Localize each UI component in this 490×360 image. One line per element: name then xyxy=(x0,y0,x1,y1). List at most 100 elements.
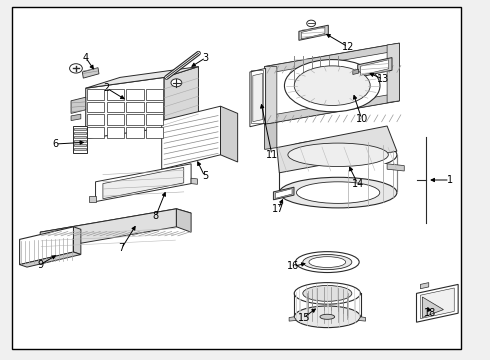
Text: 7: 7 xyxy=(119,243,124,253)
Polygon shape xyxy=(96,164,191,202)
Bar xyxy=(126,89,144,100)
Text: 17: 17 xyxy=(272,204,285,214)
Bar xyxy=(146,102,163,112)
Polygon shape xyxy=(299,25,328,40)
Ellipse shape xyxy=(295,252,359,273)
Text: 6: 6 xyxy=(52,139,58,149)
Ellipse shape xyxy=(294,306,361,328)
Ellipse shape xyxy=(320,314,335,319)
Polygon shape xyxy=(277,126,397,173)
Ellipse shape xyxy=(296,182,380,203)
Text: 4: 4 xyxy=(83,53,89,63)
Text: 3: 3 xyxy=(203,53,209,63)
Polygon shape xyxy=(20,227,74,265)
Bar xyxy=(73,126,87,153)
Bar xyxy=(87,114,104,125)
Circle shape xyxy=(171,79,182,87)
Polygon shape xyxy=(265,122,277,149)
Polygon shape xyxy=(220,106,238,162)
Polygon shape xyxy=(191,178,197,184)
Polygon shape xyxy=(176,209,191,232)
Polygon shape xyxy=(265,43,399,74)
Ellipse shape xyxy=(279,177,397,208)
Text: 13: 13 xyxy=(377,74,389,84)
Text: 16: 16 xyxy=(287,261,299,271)
Ellipse shape xyxy=(309,257,346,267)
Bar xyxy=(107,102,124,112)
Text: 1: 1 xyxy=(447,175,453,185)
Polygon shape xyxy=(164,67,198,128)
Circle shape xyxy=(307,20,316,27)
Polygon shape xyxy=(89,196,96,202)
Bar xyxy=(107,127,124,138)
Polygon shape xyxy=(71,97,86,113)
Text: 10: 10 xyxy=(356,114,368,124)
Text: 5: 5 xyxy=(202,171,208,181)
Polygon shape xyxy=(20,252,81,267)
Bar xyxy=(87,127,104,138)
Bar xyxy=(87,102,104,112)
Polygon shape xyxy=(275,189,292,198)
Polygon shape xyxy=(289,317,296,321)
Polygon shape xyxy=(416,284,458,322)
Text: 18: 18 xyxy=(424,308,436,318)
Ellipse shape xyxy=(288,143,388,166)
Bar xyxy=(107,89,124,100)
Bar xyxy=(146,89,163,100)
Text: 9: 9 xyxy=(37,260,43,270)
Bar xyxy=(126,127,144,138)
Bar xyxy=(74,140,86,142)
Polygon shape xyxy=(74,227,81,255)
Ellipse shape xyxy=(284,60,380,112)
Bar xyxy=(74,132,86,134)
Bar xyxy=(74,128,86,130)
Bar xyxy=(146,127,163,138)
Ellipse shape xyxy=(279,139,397,170)
Ellipse shape xyxy=(294,66,370,105)
Polygon shape xyxy=(265,67,277,124)
Polygon shape xyxy=(387,164,404,171)
Polygon shape xyxy=(265,43,399,124)
Polygon shape xyxy=(40,209,191,237)
Ellipse shape xyxy=(294,283,361,304)
Polygon shape xyxy=(82,68,99,78)
Polygon shape xyxy=(86,77,164,139)
Bar xyxy=(74,136,86,138)
Polygon shape xyxy=(250,68,266,127)
Bar xyxy=(126,102,144,112)
Bar xyxy=(126,114,144,125)
Text: 11: 11 xyxy=(266,150,278,160)
Bar xyxy=(87,89,104,100)
Bar xyxy=(146,114,163,125)
Bar xyxy=(74,144,86,146)
Polygon shape xyxy=(358,58,392,77)
Polygon shape xyxy=(265,93,399,124)
Ellipse shape xyxy=(303,285,352,301)
Polygon shape xyxy=(361,60,389,75)
Polygon shape xyxy=(71,114,81,121)
Polygon shape xyxy=(301,27,325,39)
Polygon shape xyxy=(162,106,220,169)
Polygon shape xyxy=(353,69,359,75)
Ellipse shape xyxy=(303,255,352,270)
Polygon shape xyxy=(358,317,366,321)
Polygon shape xyxy=(273,187,294,200)
Polygon shape xyxy=(420,283,429,289)
Polygon shape xyxy=(86,67,198,88)
Polygon shape xyxy=(420,288,454,319)
Polygon shape xyxy=(387,43,399,103)
Polygon shape xyxy=(40,209,176,250)
Text: 2: 2 xyxy=(104,83,110,93)
Text: 15: 15 xyxy=(297,312,310,323)
Polygon shape xyxy=(279,164,397,193)
Text: 12: 12 xyxy=(342,42,354,52)
Polygon shape xyxy=(422,297,443,318)
Text: 8: 8 xyxy=(153,211,159,221)
Polygon shape xyxy=(103,167,184,199)
Bar xyxy=(251,70,263,123)
Polygon shape xyxy=(253,73,263,122)
Text: 14: 14 xyxy=(352,179,364,189)
Bar xyxy=(74,148,86,150)
Circle shape xyxy=(70,64,82,73)
Bar xyxy=(107,114,124,125)
